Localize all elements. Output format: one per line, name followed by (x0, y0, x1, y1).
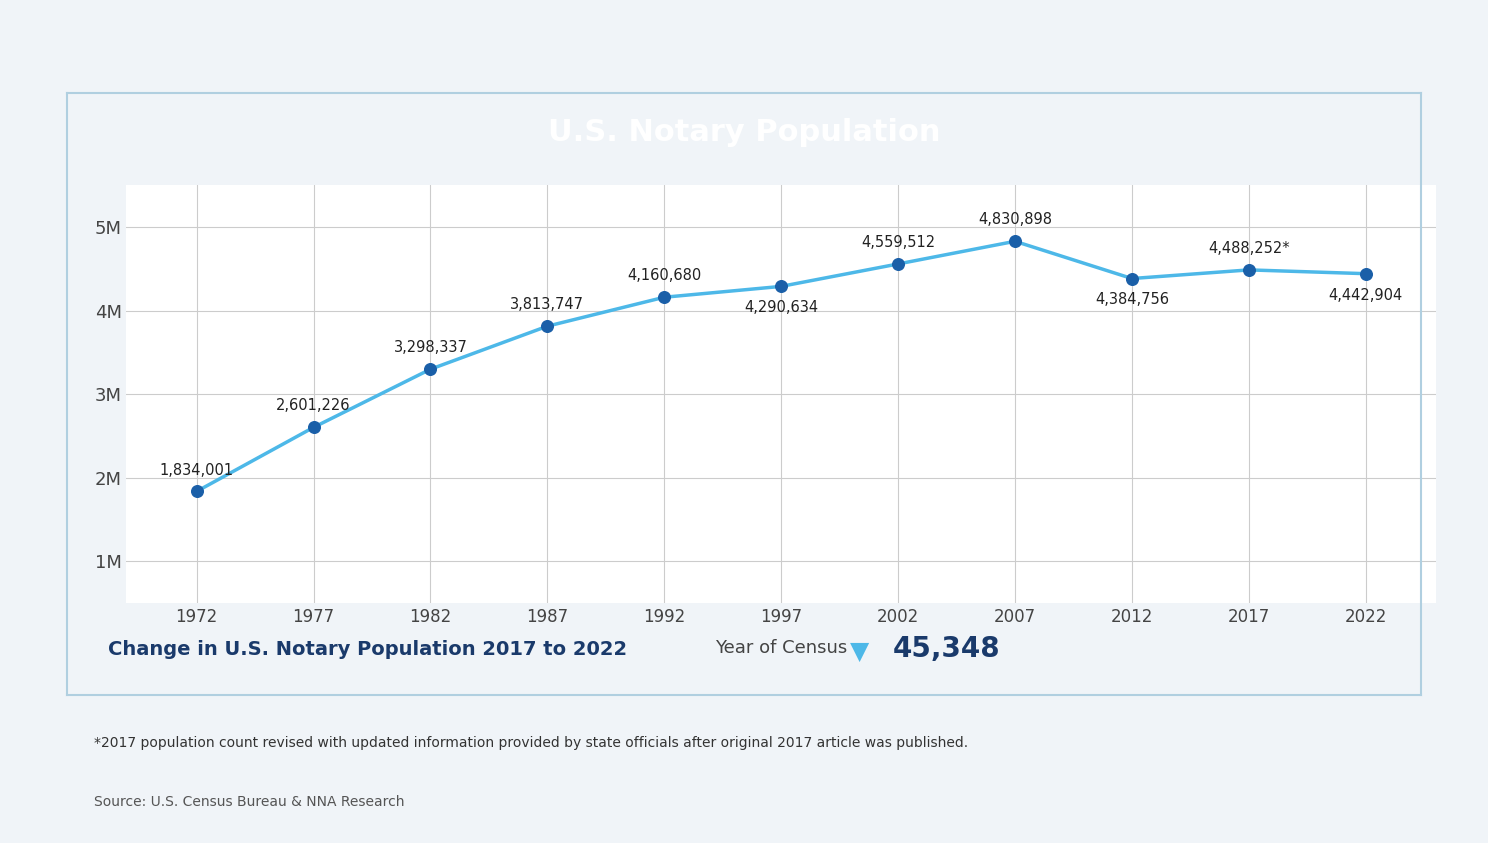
Point (1237, 263, 1260, 277)
Text: 1,834,001: 1,834,001 (159, 463, 234, 477)
Point (1003, 234, 1027, 248)
Point (652, 291, 676, 304)
Text: 4,160,680: 4,160,680 (626, 268, 701, 283)
Point (418, 362, 442, 376)
Text: ▼: ▼ (850, 640, 869, 663)
Text: 4,488,252*: 4,488,252* (1208, 241, 1290, 256)
Text: U.S. Notary Population: U.S. Notary Population (548, 118, 940, 148)
Point (185, 485, 208, 498)
Text: 4,442,904: 4,442,904 (1329, 287, 1403, 303)
Point (302, 421, 326, 434)
X-axis label: Year of Census: Year of Census (716, 640, 847, 658)
Text: 4,559,512: 4,559,512 (862, 235, 934, 250)
Text: 3,298,337: 3,298,337 (393, 341, 467, 355)
Text: *2017 population count revised with updated information provided by state offici: *2017 population count revised with upda… (94, 736, 969, 750)
Text: 4,290,634: 4,290,634 (744, 300, 818, 315)
Point (887, 257, 911, 271)
Point (536, 319, 559, 333)
Text: Source: U.S. Census Bureau & NNA Research: Source: U.S. Census Bureau & NNA Researc… (94, 795, 405, 809)
Point (769, 280, 793, 293)
Text: 3,813,747: 3,813,747 (510, 298, 585, 312)
Text: 45,348: 45,348 (893, 635, 1000, 663)
Text: Change in U.S. Notary Population 2017 to 2022: Change in U.S. Notary Population 2017 to… (107, 640, 626, 658)
Point (1354, 267, 1378, 281)
Text: 2,601,226: 2,601,226 (277, 399, 351, 414)
Point (1120, 271, 1144, 285)
Text: 4,384,756: 4,384,756 (1095, 293, 1170, 308)
Text: 4,830,898: 4,830,898 (978, 212, 1052, 228)
